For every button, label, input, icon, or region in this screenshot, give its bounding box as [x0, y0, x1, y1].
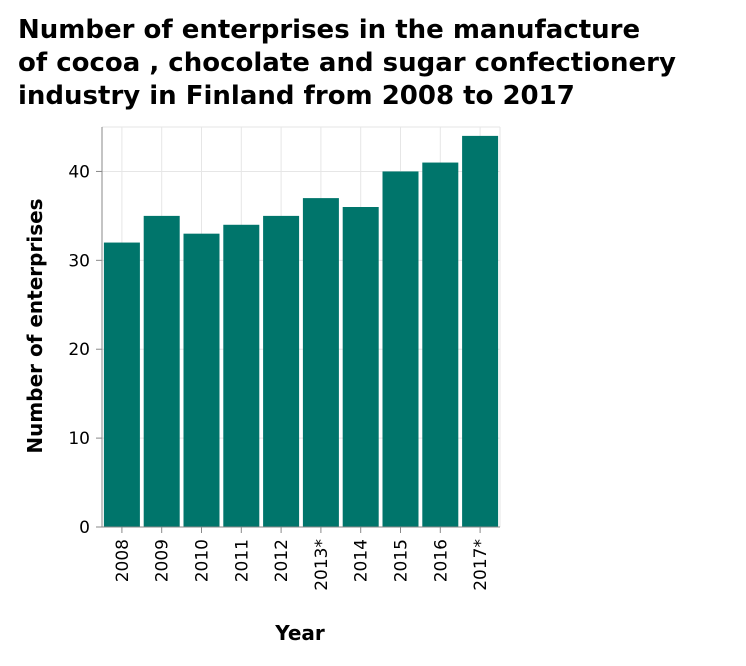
- bar-2012: [263, 215, 300, 527]
- x-tick-label: 2012: [272, 539, 292, 582]
- y-tick-label: 0: [79, 518, 90, 538]
- x-tick-label: 2008: [113, 539, 133, 582]
- chart-title: Number of enterprises in the manufacture…: [18, 14, 738, 113]
- bar-2015: [382, 171, 419, 527]
- x-tick-label: 2015: [392, 539, 412, 582]
- x-tick-label: 2016: [431, 539, 451, 582]
- bar-2010: [183, 233, 220, 527]
- bar-2009: [143, 215, 180, 527]
- x-axis-label: Year: [274, 621, 325, 645]
- bar-2014: [342, 207, 379, 527]
- y-tick-label: 10: [68, 429, 90, 449]
- bar-2013-star: [302, 198, 339, 527]
- x-tick-label: 2017*: [471, 539, 491, 591]
- chart-title-line-1: Number of enterprises in the manufacture: [18, 15, 641, 45]
- y-tick-label: 20: [68, 340, 90, 360]
- bars: [103, 135, 499, 528]
- x-tick-label: 2011: [232, 539, 252, 582]
- bar-2011: [223, 224, 260, 527]
- axes: 0 10 20 30 40 2008 2009 2010 2011 2012 2013* 2014 20…: [68, 127, 500, 591]
- x-tick-label: 2009: [153, 539, 173, 582]
- x-tick-label: 2014: [352, 539, 372, 582]
- chart-title-line-2: of cocoa , chocolate and sugar confectio…: [18, 48, 676, 78]
- chart-title-line-3: industry in Finland from 2008 to 2017: [18, 81, 575, 111]
- bar-2017-star: [462, 135, 499, 527]
- y-axis-label: Number of enterprises: [23, 198, 47, 453]
- x-tick-label: 2010: [193, 539, 213, 582]
- bar-2016: [422, 162, 459, 528]
- x-tick-label: 2013*: [312, 539, 332, 591]
- y-tick-label: 40: [68, 162, 90, 182]
- y-tick-label: 30: [68, 251, 90, 271]
- bar-2008: [103, 242, 140, 528]
